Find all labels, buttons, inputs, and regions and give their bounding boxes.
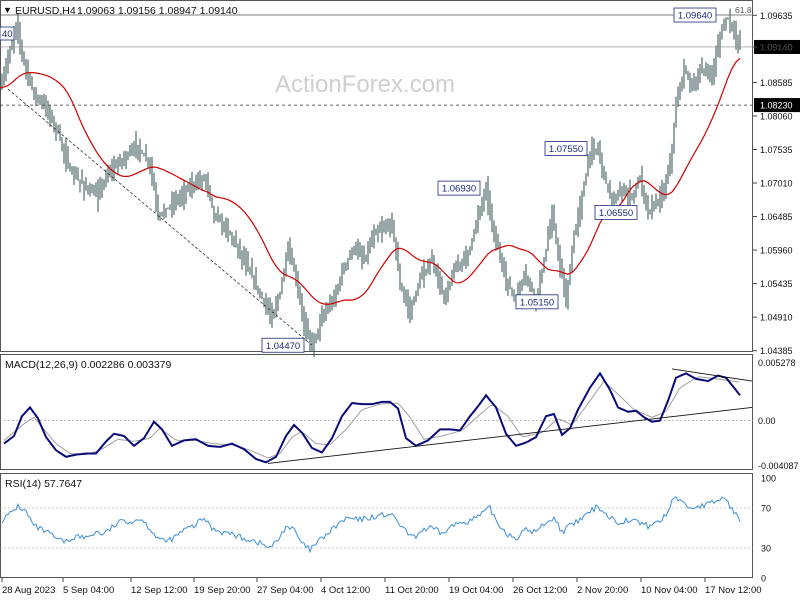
svg-text:40: 40 bbox=[2, 29, 13, 40]
x-tick-label: 12 Sep 12:00 bbox=[131, 585, 188, 596]
x-tick-label: 4 Oct 12:00 bbox=[321, 585, 370, 596]
macd-title: MACD(12,26,9) 0.002286 0.003379 bbox=[5, 359, 172, 371]
x-tick-label: 27 Sep 04:00 bbox=[257, 585, 314, 596]
rsi-tick-label: 0 bbox=[761, 574, 766, 584]
menu-arrow-icon[interactable]: ▼ bbox=[3, 5, 12, 15]
swing-label: 1.04470 bbox=[261, 337, 305, 353]
x-tick-label: 11 Oct 20:00 bbox=[385, 585, 439, 596]
price-tick-label: 1.07010 bbox=[760, 179, 793, 189]
rsi-title: RSI(14) 57.7647 bbox=[5, 478, 82, 490]
x-tick-label: 5 Sep 04:00 bbox=[63, 585, 114, 596]
x-tick-label: 19 Oct 04:00 bbox=[449, 585, 503, 596]
macd-tick-label: 0.005278 bbox=[758, 358, 796, 368]
price-tick-label: 1.05435 bbox=[760, 279, 793, 289]
current-price-box: 1.09140 bbox=[754, 39, 800, 54]
macd-tick-label: -0.004087 bbox=[758, 461, 799, 471]
watermark: ActionForex.com bbox=[275, 71, 455, 98]
macd-signal-line bbox=[3, 376, 740, 459]
rsi-tick-label: 70 bbox=[761, 504, 771, 514]
svg-text:1.08230: 1.08230 bbox=[760, 101, 793, 111]
macd-line bbox=[3, 371, 741, 464]
svg-text:1.06550: 1.06550 bbox=[599, 208, 633, 219]
rsi-tick-label: 100 bbox=[761, 474, 776, 484]
price-tick-label: 1.08060 bbox=[760, 111, 793, 121]
svg-text:1.07550: 1.07550 bbox=[549, 144, 583, 155]
price-tick-label: 1.09140 bbox=[760, 42, 793, 52]
swing-label: 1.05150 bbox=[515, 294, 559, 310]
price-tick-label: 1.07535 bbox=[760, 145, 793, 155]
price-tick-label: 1.05960 bbox=[760, 246, 793, 256]
x-tick-label: 26 Oct 12:00 bbox=[513, 585, 567, 596]
ohlc-values: 1.09063 1.09156 1.08947 1.09140 bbox=[77, 5, 238, 17]
x-tick-label: 10 Nov 04:00 bbox=[641, 585, 698, 596]
price-panel-frame bbox=[0, 0, 753, 352]
price-tick-label: 1.04910 bbox=[760, 313, 793, 323]
macd-resistance-trendline bbox=[671, 368, 753, 382]
price-tick-label: 1.09635 bbox=[760, 11, 793, 21]
swing-label: 1.07550 bbox=[544, 141, 588, 156]
price-tick-label: 1.06485 bbox=[760, 212, 793, 222]
macd-support-trendline bbox=[267, 406, 753, 464]
macd-panel-frame bbox=[0, 354, 753, 470]
swing-label: 1.06930 bbox=[437, 180, 481, 196]
edge-price-label: 40 bbox=[0, 26, 15, 41]
x-tick-label: 19 Sep 20:00 bbox=[194, 585, 251, 596]
price-tick-label: 1.08585 bbox=[760, 78, 793, 88]
svg-text:1.04470: 1.04470 bbox=[266, 341, 300, 352]
x-tick-label: 28 Aug 2023 bbox=[2, 585, 55, 596]
rsi-tick-label: 30 bbox=[761, 544, 771, 554]
x-tick-label: 17 Nov 12:00 bbox=[705, 585, 762, 596]
symbol-label: EURUSD,H4 bbox=[15, 5, 76, 17]
swing-label: 1.06550 bbox=[594, 204, 638, 220]
macd-tick-label: 0.00 bbox=[758, 416, 776, 426]
level-price-box: 1.08230 bbox=[754, 98, 800, 113]
svg-text:1.09140: 1.09140 bbox=[760, 42, 793, 52]
swing-label: 1.09640 bbox=[673, 7, 717, 23]
svg-text:1.09640: 1.09640 bbox=[678, 11, 712, 22]
x-tick-label: 2 Nov 20:00 bbox=[577, 585, 628, 596]
rsi-line bbox=[1, 495, 741, 554]
downtrend-line bbox=[7, 88, 313, 346]
svg-text:1.06930: 1.06930 bbox=[442, 184, 476, 195]
svg-text:1.05150: 1.05150 bbox=[520, 297, 554, 308]
fib-label: 61.8 bbox=[735, 5, 752, 15]
rsi-panel-frame bbox=[0, 473, 753, 578]
price-tick-label: 1.04385 bbox=[760, 346, 793, 356]
